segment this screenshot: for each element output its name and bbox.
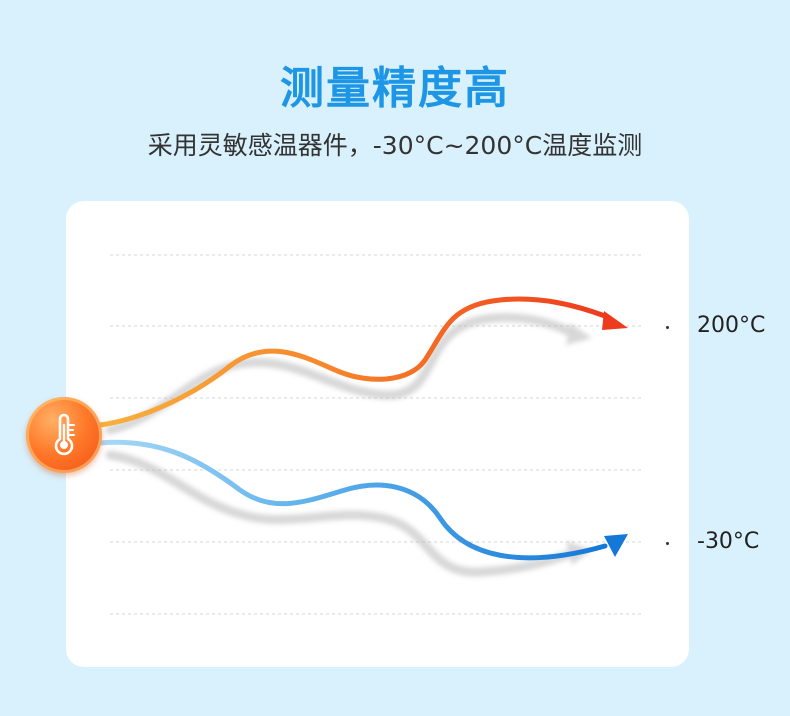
cold-curve-shadow [105, 450, 580, 577]
low-label-dot [666, 542, 669, 545]
low-temp-label: -30°C [697, 529, 760, 554]
thermometer-badge [26, 397, 102, 473]
cold-arrow-icon [604, 534, 628, 557]
hot-arrow-icon [602, 311, 628, 330]
page-title: 测量精度高 [280, 63, 510, 114]
high-label-dot [666, 326, 669, 329]
cold-curve [97, 439, 608, 561]
hot-curve [97, 296, 608, 428]
page-subtitle: 采用灵敏感温器件，-30°C~200°C温度监测 [147, 131, 643, 160]
curve-shadows [105, 313, 592, 577]
hot-curve-shadow [105, 313, 580, 435]
thermometer-icon [54, 413, 75, 456]
temperature-card [66, 201, 689, 667]
hot-arrow-shadow [566, 323, 592, 345]
high-temp-label: 200°C [697, 313, 766, 338]
